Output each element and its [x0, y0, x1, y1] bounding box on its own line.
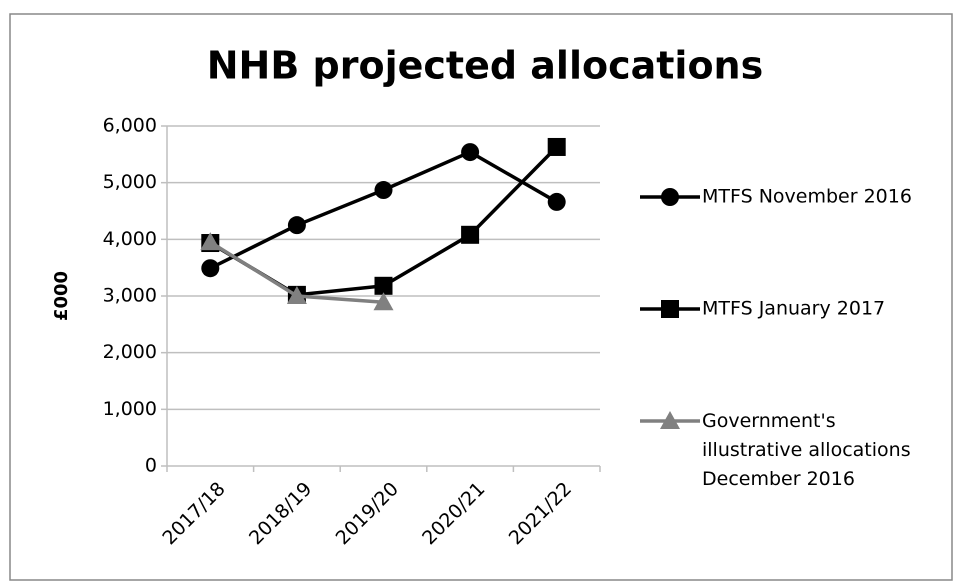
- marker: [286, 286, 307, 304]
- marker: [547, 137, 566, 156]
- marker: [373, 292, 394, 311]
- legend-label: MTFS January 2017: [702, 298, 885, 320]
- legend-label: Government's illustrative allocations Dece…: [702, 410, 911, 490]
- marker: [374, 181, 393, 200]
- marker: [287, 216, 306, 235]
- y-axis-label: £000: [51, 271, 72, 321]
- marker: [200, 232, 221, 251]
- marker: [661, 188, 679, 206]
- y-tick-label: 4,000: [103, 228, 157, 250]
- marker: [661, 300, 679, 318]
- y-tick-label: 6,000: [103, 115, 157, 137]
- marker: [461, 143, 480, 162]
- y-tick-label: 1,000: [103, 398, 157, 420]
- chart-title: NHB projected allocations: [207, 44, 763, 88]
- legend-label: MTFS November 2016: [702, 186, 912, 208]
- marker: [660, 411, 680, 429]
- y-tick-label: 0: [145, 455, 157, 477]
- marker: [461, 225, 480, 244]
- y-tick-label: 3,000: [103, 285, 157, 307]
- marker: [374, 276, 393, 295]
- y-tick-label: 2,000: [103, 341, 157, 363]
- y-tick-label: 5,000: [103, 171, 157, 193]
- marker: [201, 259, 220, 278]
- marker: [547, 192, 566, 211]
